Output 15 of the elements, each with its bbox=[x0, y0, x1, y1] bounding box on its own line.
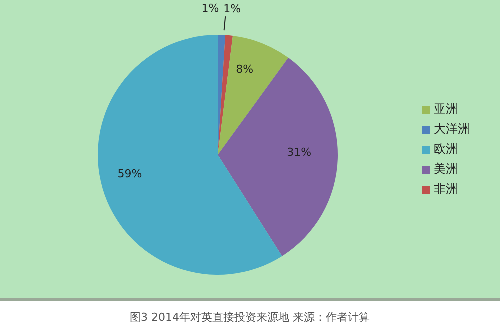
legend-label: 非洲 bbox=[434, 182, 458, 196]
pie-slice bbox=[218, 35, 234, 155]
legend-label: 欧洲 bbox=[434, 142, 458, 156]
legend-label: 美洲 bbox=[434, 162, 458, 176]
data-label: 59% bbox=[118, 168, 142, 181]
data-label: 1% bbox=[224, 2, 242, 16]
pie-slice bbox=[218, 36, 289, 155]
caption: 图3 2014年对英直接投资来源地 来源：作者计算 bbox=[129, 310, 371, 325]
data-label: 8% bbox=[236, 63, 254, 76]
legend-label: 亚洲 bbox=[434, 102, 458, 116]
pie-slice bbox=[98, 35, 282, 275]
legend-label: 大洋洲 bbox=[434, 122, 470, 136]
data-label: 31% bbox=[287, 146, 312, 160]
data-label: 1% bbox=[202, 2, 220, 16]
pie-slice bbox=[218, 58, 338, 256]
